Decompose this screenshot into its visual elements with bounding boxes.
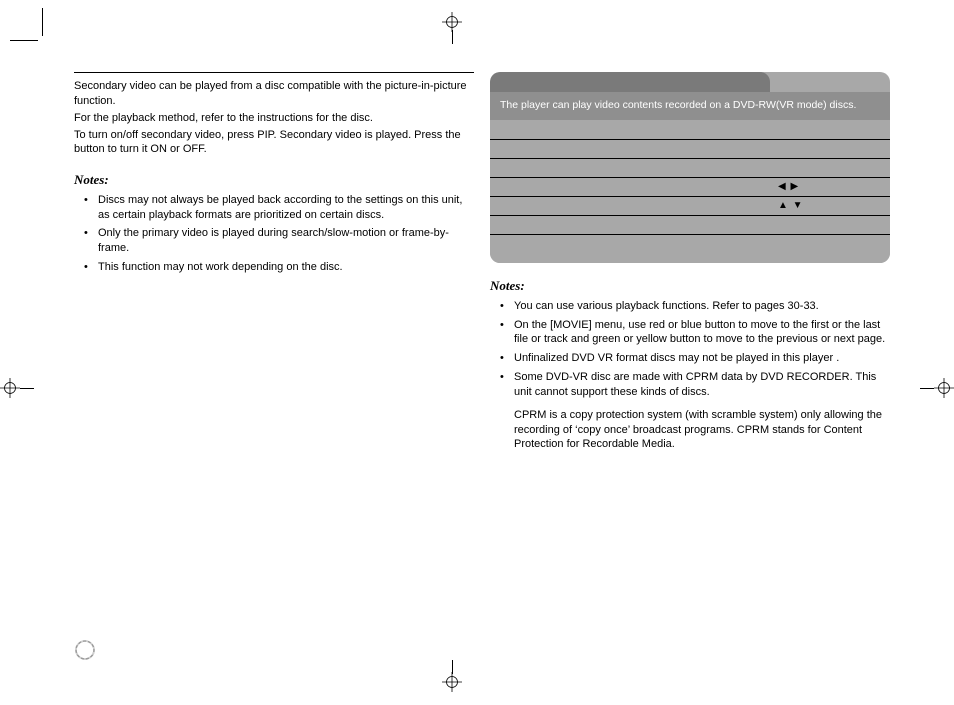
- notes-heading: Notes:: [74, 171, 474, 189]
- instruction-card: The player can play video contents recor…: [490, 72, 890, 263]
- notes-list: Discs may not always be played back acco…: [74, 193, 474, 275]
- table-row: [490, 215, 890, 234]
- list-item: You can use various playback functions. …: [504, 299, 890, 314]
- cprm-paragraph: CPRM is a copy protection system (with s…: [490, 408, 890, 453]
- cell: [770, 139, 890, 158]
- crop-mark: [452, 30, 453, 44]
- table-row: [490, 158, 890, 177]
- list-item: This function may not work depending on …: [88, 260, 474, 275]
- crop-mark: [20, 388, 34, 389]
- list-item: Discs may not always be played back acco…: [88, 193, 474, 223]
- crop-mark: [452, 660, 453, 674]
- paragraph: For the playback method, refer to the in…: [74, 111, 474, 126]
- registration-mark: [442, 672, 462, 692]
- registration-mark: [442, 12, 462, 32]
- crop-mark: [920, 388, 934, 389]
- cell: [770, 215, 890, 234]
- table-row: [490, 234, 890, 253]
- right-column: The player can play video contents recor…: [490, 72, 890, 452]
- card-tab: [490, 72, 770, 92]
- paragraph: To turn on/off secondary video, press PI…: [74, 128, 474, 158]
- list-item: Only the primary video is played during …: [88, 226, 474, 256]
- cell: [490, 215, 770, 234]
- paragraph: Secondary video can be played from a dis…: [74, 79, 474, 109]
- cell: [490, 196, 770, 215]
- list-item: Unfinalized DVD VR format discs may not …: [504, 351, 890, 366]
- list-item: On the [MOVIE] menu, use red or blue but…: [504, 318, 890, 348]
- table-row: [490, 120, 890, 139]
- notes-list: You can use various playback functions. …: [490, 299, 890, 400]
- cell: [490, 158, 770, 177]
- card-table: ◀ ▶ ▲ ▼: [490, 120, 890, 253]
- left-right-icon: ◀ ▶: [770, 177, 890, 196]
- table-row: ◀ ▶: [490, 177, 890, 196]
- cell: [490, 120, 770, 139]
- registration-mark: [934, 378, 954, 398]
- cell: [770, 158, 890, 177]
- table-row: ▲ ▼: [490, 196, 890, 215]
- cell: [490, 234, 770, 253]
- crop-mark: [42, 8, 43, 36]
- card-footer: [490, 253, 890, 263]
- cell: [490, 139, 770, 158]
- card-subtitle: The player can play video contents recor…: [490, 92, 890, 120]
- up-down-icon: ▲ ▼: [770, 196, 890, 215]
- table-row: [490, 139, 890, 158]
- list-item: Some DVD-VR disc are made with CPRM data…: [504, 370, 890, 400]
- cell: [770, 120, 890, 139]
- page: Secondary video can be played from a dis…: [0, 0, 954, 705]
- page-number-circle: [74, 639, 96, 661]
- crop-mark: [10, 40, 38, 41]
- left-column: Secondary video can be played from a dis…: [74, 72, 474, 279]
- notes-heading: Notes:: [490, 277, 890, 295]
- cell: [490, 177, 770, 196]
- cell: [770, 234, 890, 253]
- rule: [74, 72, 474, 73]
- registration-mark: [0, 378, 20, 398]
